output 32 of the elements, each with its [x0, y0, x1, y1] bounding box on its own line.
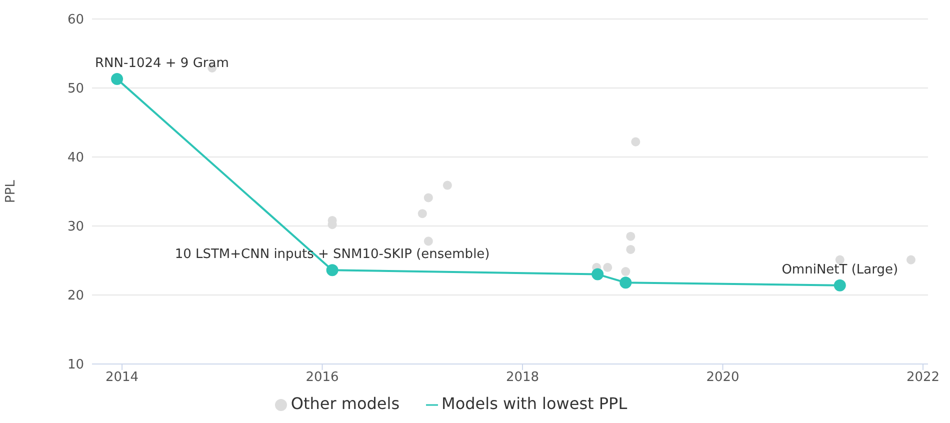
annotation: RNN-1024 + 9 Gram: [95, 56, 229, 72]
point: [626, 232, 636, 241]
y-tick-label: 60: [67, 12, 84, 28]
point: [621, 267, 630, 276]
point: [906, 255, 916, 264]
point: [834, 279, 846, 292]
y-tick-label: 10: [67, 358, 84, 373]
point: [111, 73, 124, 86]
point: [620, 276, 632, 289]
y-axis-title: PPL: [4, 179, 19, 203]
point: [442, 180, 452, 190]
point: [326, 264, 338, 276]
y-tick-label: 20: [67, 288, 84, 304]
point: [592, 268, 604, 280]
x-tick-label: 2020: [706, 370, 740, 386]
y-tick-label: 40: [67, 150, 84, 166]
point: [631, 137, 640, 146]
x-tick-label: 2014: [105, 370, 139, 386]
x-tick-label: 2016: [306, 370, 339, 386]
legend-label: Other models: [290, 394, 400, 413]
x-tick-label: 2022: [906, 370, 940, 386]
legend-label: Models with lowest PPL: [442, 394, 628, 413]
point: [603, 262, 612, 272]
point: [424, 236, 433, 246]
point: [418, 209, 427, 218]
annotation: 10 LSTM+CNN inputs + SNM10-SKIP (ensemble): [174, 247, 490, 262]
point: [626, 244, 636, 254]
y-tick-label: 50: [67, 82, 84, 97]
y-tick-label: 30: [67, 220, 84, 235]
point: [424, 193, 433, 202]
annotation: OmniNetT (Large): [782, 262, 898, 278]
x-tick-label: 2018: [506, 370, 540, 386]
